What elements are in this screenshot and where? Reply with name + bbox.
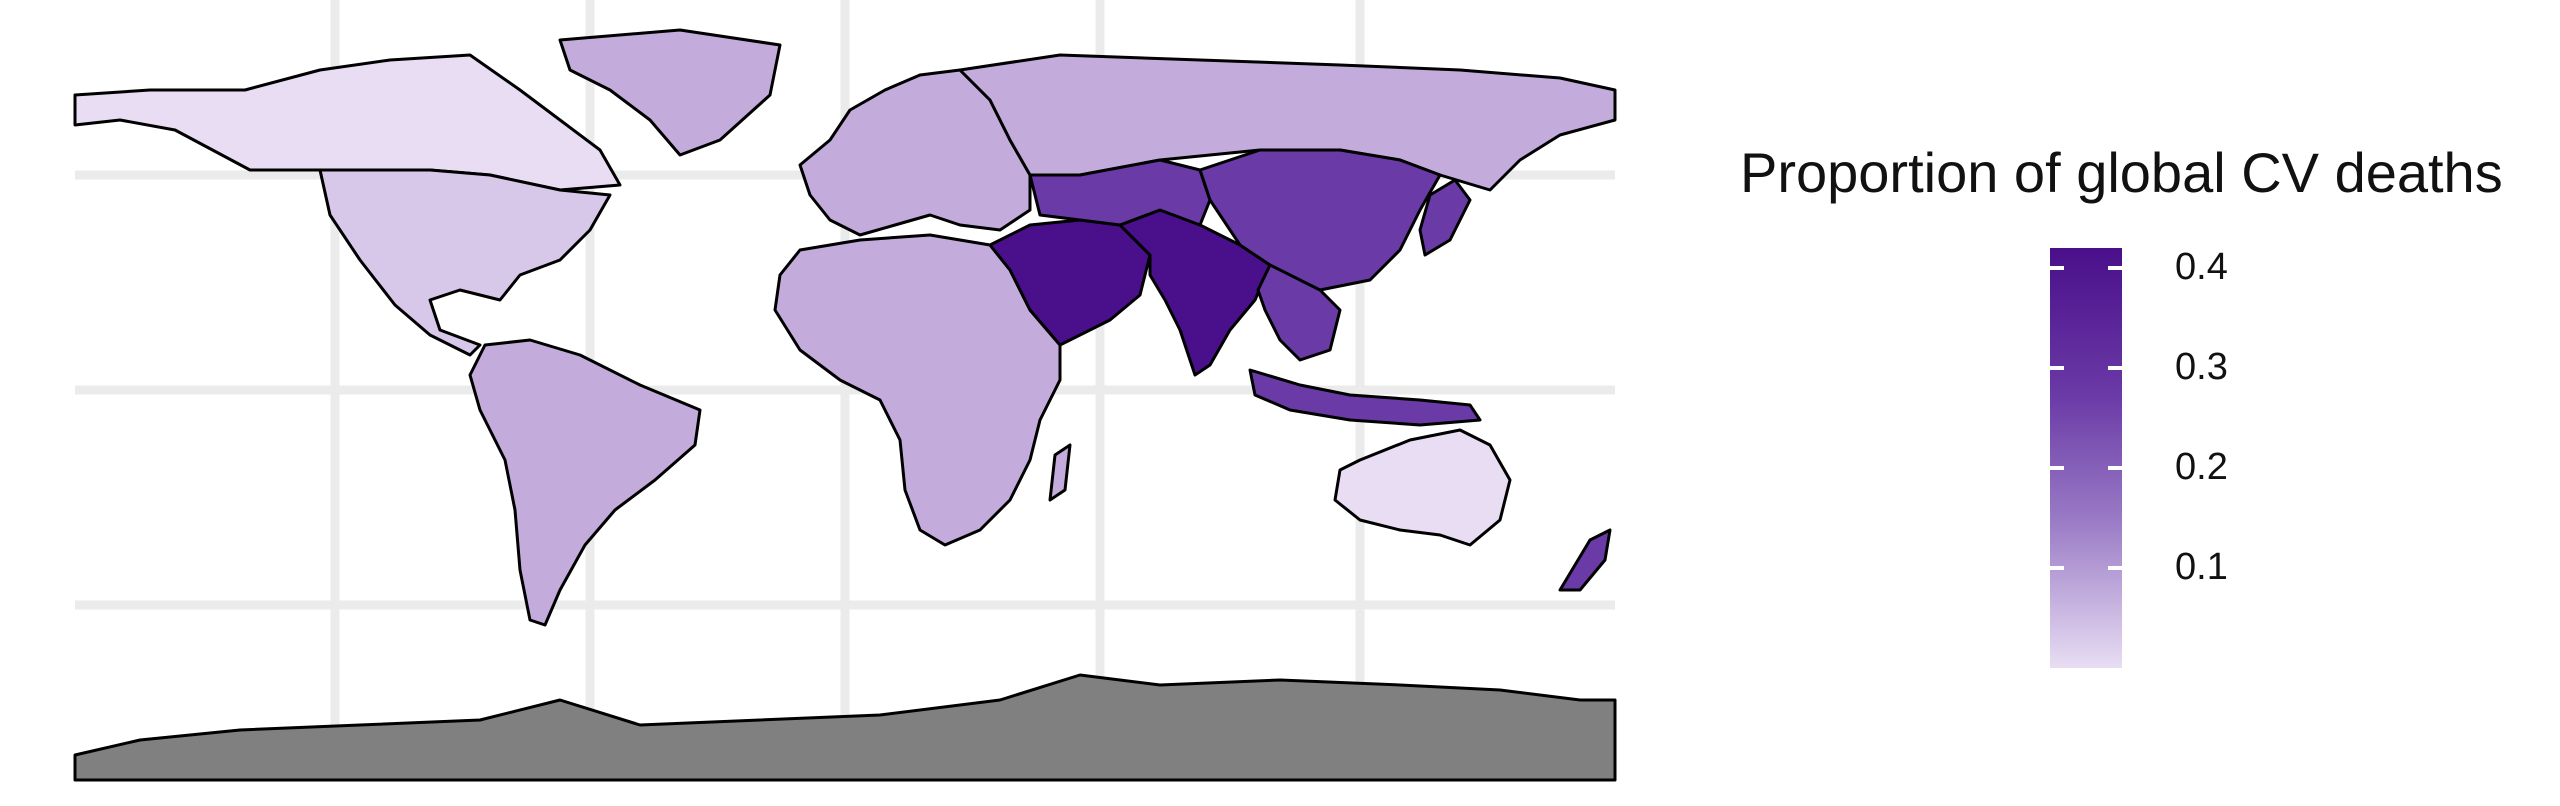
legend-tick-right (2108, 366, 2122, 370)
legend-tick-label: 0.4 (2175, 246, 2228, 288)
region-southeast-asia (1256, 263, 1342, 362)
legend-title: Proportion of global CV deaths (1740, 141, 2503, 204)
legend-tick-left (2050, 366, 2064, 370)
region-australia (1333, 428, 1512, 547)
legend-tick-label: 0.1 (2175, 546, 2228, 588)
region-japan (1418, 178, 1472, 257)
region-greenland (558, 28, 782, 157)
region-middle-east (988, 218, 1152, 347)
legend-tick-left (2050, 466, 2064, 470)
legend-tick-left (2050, 566, 2064, 570)
legend-tick-label: 0.3 (2175, 346, 2228, 388)
region-new-zealand (1558, 528, 1612, 592)
legend-tick-right (2108, 266, 2122, 270)
legend-color-bar (2050, 248, 2122, 668)
region-europe (798, 68, 1032, 237)
region-south-america (468, 338, 702, 627)
legend-tick-right (2108, 466, 2122, 470)
region-madagascar (1048, 443, 1072, 502)
region-central-asia (1028, 158, 1212, 227)
world-choropleth-map (73, 0, 1617, 782)
region-south-asia (1118, 208, 1272, 377)
legend-tick-left (2050, 266, 2064, 270)
region-china (1198, 148, 1442, 292)
legend-tick-right (2108, 566, 2122, 570)
region-north-america-north (73, 53, 622, 192)
region-antarctica (73, 673, 1617, 782)
region-indonesia (1248, 368, 1482, 427)
region-north-america-south (318, 168, 612, 357)
legend-tick-label: 0.2 (2175, 446, 2228, 488)
